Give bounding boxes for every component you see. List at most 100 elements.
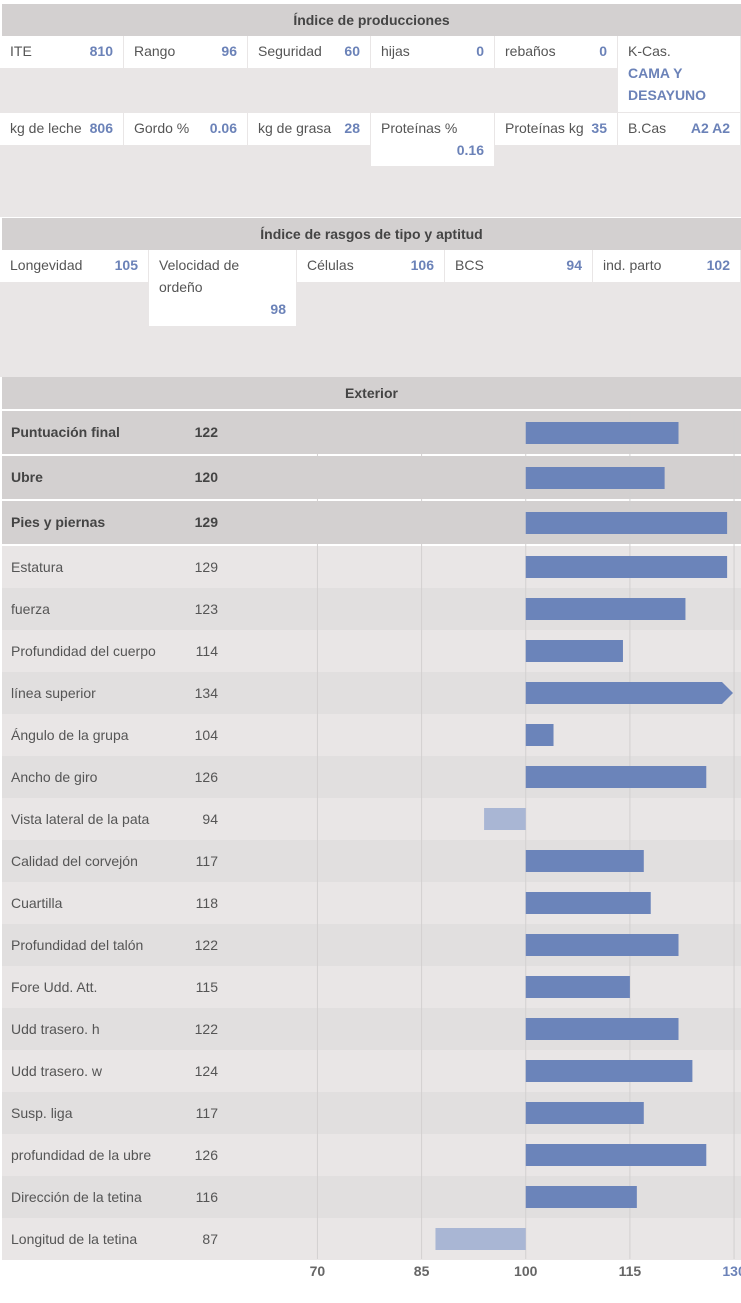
bar bbox=[525, 598, 686, 620]
trait-row-value: 87 bbox=[202, 1231, 218, 1247]
trait-row-label: Ancho de giro bbox=[11, 769, 98, 785]
prod-value: 0 bbox=[476, 43, 484, 59]
trait-row-label: Ángulo de la grupa bbox=[11, 727, 129, 743]
trait-row-value: 134 bbox=[194, 685, 218, 701]
prod-label: K-Cas. bbox=[628, 43, 671, 59]
x-tick-label: 85 bbox=[413, 1263, 430, 1279]
prod-value: 60 bbox=[344, 43, 360, 59]
trait-row-value: 122 bbox=[194, 1021, 218, 1037]
trait-row-value: 120 bbox=[194, 469, 218, 485]
trait-row-value: 122 bbox=[194, 424, 218, 440]
bar bbox=[525, 892, 651, 914]
bar bbox=[525, 934, 679, 956]
trait-row-value: 123 bbox=[194, 601, 218, 617]
trait-row-value: 94 bbox=[202, 811, 218, 827]
bar bbox=[525, 556, 728, 578]
prod-label: Proteínas kg bbox=[505, 120, 584, 136]
prod-value: 28 bbox=[344, 120, 360, 136]
trait-row-label: Longitud de la tetina bbox=[11, 1231, 138, 1247]
trait-row-value: 117 bbox=[195, 1105, 218, 1121]
prod-label: rebaños bbox=[505, 43, 556, 59]
trait-label: Longevidad bbox=[10, 257, 83, 273]
trait-row-label: Fore Udd. Att. bbox=[11, 979, 98, 995]
prod-value: 35 bbox=[591, 120, 607, 136]
bar bbox=[525, 1144, 707, 1166]
bar bbox=[525, 1060, 693, 1082]
bar bbox=[525, 422, 679, 444]
trait-cell-celulas: Células 106 bbox=[297, 250, 445, 283]
trait-row-value: 122 bbox=[194, 937, 218, 953]
trait-row: línea superior 134 bbox=[2, 672, 741, 714]
trait-row-label: línea superior bbox=[11, 685, 96, 701]
trait-row: profundidad de la ubre 126 bbox=[2, 1134, 741, 1176]
trait-row-value: 126 bbox=[194, 769, 218, 785]
prod-cell-proteinas-pct: Proteínas % 0.16 bbox=[371, 113, 495, 167]
production-title: Índice de producciones bbox=[293, 12, 450, 28]
trait-row-label: Estatura bbox=[11, 559, 64, 575]
prod-cell-bcas: B.Cas A2 A2 bbox=[618, 113, 741, 146]
trait-cell-bcs: BCS 94 bbox=[445, 250, 593, 283]
production-panel: ITE 810 Rango 96 Seguridad 60 hijas 0 re… bbox=[0, 36, 741, 217]
trait-row-value: 126 bbox=[194, 1147, 218, 1163]
trait-row-value: 117 bbox=[195, 853, 218, 869]
exterior-chart: Puntuación final 122 Ubre 120 Pies y piernas… bbox=[2, 411, 741, 1260]
trait-value: 105 bbox=[114, 257, 138, 273]
prod-value: 96 bbox=[221, 43, 237, 59]
bar bbox=[525, 1186, 637, 1208]
trait-row-label: Profundidad del cuerpo bbox=[11, 643, 156, 659]
prod-label: kg de leche bbox=[10, 120, 82, 136]
prod-cell-hijas: hijas 0 bbox=[371, 36, 495, 69]
trait-label: ind. parto bbox=[603, 257, 662, 273]
prod-label: Gordo % bbox=[134, 120, 190, 136]
bar bbox=[435, 1228, 526, 1250]
production-header: Índice de producciones bbox=[2, 4, 741, 36]
trait-row-value: 114 bbox=[195, 643, 218, 659]
trait-cell-velocidad: Velocidad de ordeño 98 bbox=[149, 250, 297, 327]
bar bbox=[525, 850, 644, 872]
trait-row-value: 124 bbox=[194, 1063, 218, 1079]
trait-row-value: 118 bbox=[195, 895, 218, 911]
trait-row-label: Udd trasero. w bbox=[11, 1063, 103, 1079]
prod-value: 0.16 bbox=[456, 142, 484, 158]
bar bbox=[484, 808, 526, 830]
exterior-bar-chart bbox=[316, 411, 735, 1259]
prod-cell-kg-grasa: kg de grasa 28 bbox=[248, 113, 371, 146]
x-tick-label: 115 bbox=[618, 1263, 642, 1279]
trait-row-label: Cuartilla bbox=[11, 895, 63, 911]
bar bbox=[525, 1018, 679, 1040]
prod-cell-kcas: K-Cas. CAMA Y DESAYUNO bbox=[618, 36, 741, 113]
bar bbox=[525, 640, 623, 662]
trait-label: Velocidad de ordeño bbox=[159, 257, 240, 295]
trait-label: Células bbox=[307, 257, 354, 273]
exterior-title: Exterior bbox=[345, 385, 398, 401]
trait-cell-longevidad: Longevidad 105 bbox=[0, 250, 149, 283]
trait-row-label: Vista lateral de la pata bbox=[11, 811, 150, 827]
bar bbox=[525, 1102, 644, 1124]
prod-label: Proteínas % bbox=[381, 120, 458, 136]
bar bbox=[525, 724, 554, 746]
prod-value: 806 bbox=[89, 120, 113, 136]
trait-value: 94 bbox=[566, 257, 582, 273]
bar bbox=[525, 467, 665, 489]
x-tick-label: 130 bbox=[722, 1263, 741, 1279]
x-tick-label: 70 bbox=[309, 1263, 326, 1279]
prod-value: CAMA Y DESAYUNO bbox=[628, 65, 707, 103]
trait-row-label: Calidad del corvejón bbox=[11, 853, 138, 869]
trait-row-value: 104 bbox=[194, 727, 218, 743]
prod-value: 0 bbox=[599, 43, 607, 59]
bar bbox=[525, 766, 707, 788]
bar bbox=[525, 976, 630, 998]
trait-row-label: profundidad de la ubre bbox=[11, 1147, 152, 1163]
prod-cell-rebanos: rebaños 0 bbox=[495, 36, 618, 69]
prod-label: Rango bbox=[134, 43, 176, 59]
prod-cell-kg-leche: kg de leche 806 bbox=[0, 113, 124, 146]
trait-row-value: 115 bbox=[195, 979, 218, 995]
trait-row: Longitud de la tetina 87 bbox=[2, 1218, 741, 1260]
trait-cell-ind-parto: ind. parto 102 bbox=[593, 250, 741, 283]
x-tick-label: 100 bbox=[514, 1263, 538, 1279]
exterior-header: Exterior bbox=[2, 377, 741, 409]
trait-row: Profundidad del cuerpo 114 bbox=[2, 630, 741, 672]
trait-row-label: Profundidad del talón bbox=[11, 937, 144, 953]
prod-label: kg de grasa bbox=[258, 120, 332, 136]
trait-row-label: Puntuación final bbox=[11, 424, 120, 440]
